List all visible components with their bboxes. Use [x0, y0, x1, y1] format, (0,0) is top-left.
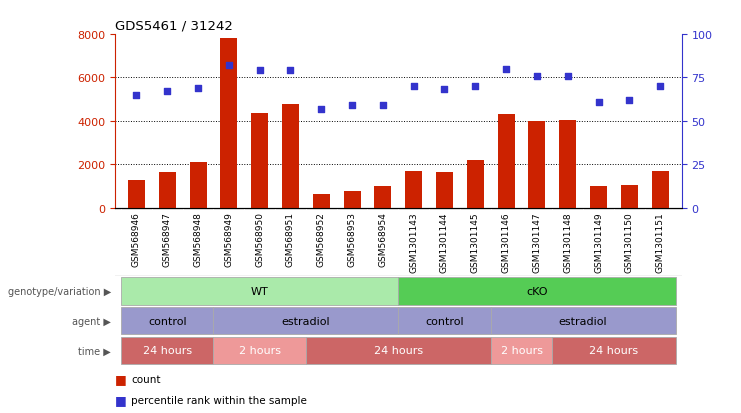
Bar	[159, 172, 176, 208]
Text: GSM568954: GSM568954	[379, 211, 388, 266]
Bar	[436, 172, 453, 208]
Bar	[121, 337, 213, 364]
Text: GSM1301144: GSM1301144	[440, 211, 449, 272]
Text: 2 hours: 2 hours	[239, 346, 281, 356]
Bar	[374, 187, 391, 208]
Text: GSM1301143: GSM1301143	[409, 211, 418, 272]
Bar	[405, 171, 422, 208]
Bar	[590, 187, 607, 208]
Point	[623, 97, 635, 104]
Text: GSM1301146: GSM1301146	[502, 211, 511, 272]
Text: GSM568952: GSM568952	[316, 211, 326, 266]
Bar	[498, 115, 514, 208]
Bar	[251, 114, 268, 208]
Point	[500, 66, 512, 73]
Text: GSM568953: GSM568953	[348, 211, 356, 266]
Text: genotype/variation ▶: genotype/variation ▶	[8, 286, 111, 296]
Point	[192, 85, 204, 92]
Text: GSM1301149: GSM1301149	[594, 211, 603, 272]
Point	[285, 68, 296, 74]
Point	[408, 83, 419, 90]
Text: control: control	[148, 316, 187, 326]
Point	[469, 83, 481, 90]
Text: GSM1301147: GSM1301147	[533, 211, 542, 272]
Point	[377, 102, 389, 109]
Bar	[491, 307, 676, 335]
Text: GSM1301148: GSM1301148	[563, 211, 572, 272]
Text: control: control	[425, 316, 464, 326]
Bar	[121, 307, 213, 335]
Point	[531, 73, 543, 80]
Text: GSM568947: GSM568947	[163, 211, 172, 266]
Text: 2 hours: 2 hours	[500, 346, 542, 356]
Bar	[399, 307, 491, 335]
Bar	[313, 194, 330, 208]
Bar	[190, 163, 207, 208]
Text: GDS5461 / 31242: GDS5461 / 31242	[115, 19, 233, 32]
Bar	[213, 337, 306, 364]
Text: cKO: cKO	[526, 286, 548, 296]
Bar	[559, 120, 576, 208]
Bar	[344, 192, 361, 208]
Bar	[467, 161, 484, 208]
Bar	[121, 278, 399, 305]
Text: ■: ■	[115, 372, 127, 385]
Point	[316, 106, 328, 113]
Bar	[306, 337, 491, 364]
Bar	[552, 337, 676, 364]
Text: GSM1301150: GSM1301150	[625, 211, 634, 272]
Text: count: count	[131, 374, 161, 384]
Bar	[213, 307, 399, 335]
Point	[223, 63, 235, 69]
Text: GSM568950: GSM568950	[255, 211, 264, 266]
Bar	[621, 185, 638, 208]
Bar	[220, 39, 237, 208]
Point	[439, 87, 451, 93]
Text: 24 hours: 24 hours	[143, 346, 192, 356]
Text: GSM1301151: GSM1301151	[656, 211, 665, 272]
Text: GSM568951: GSM568951	[286, 211, 295, 266]
Bar	[528, 121, 545, 208]
Point	[346, 102, 358, 109]
Text: WT: WT	[250, 286, 268, 296]
Point	[162, 89, 173, 95]
Text: agent ▶: agent ▶	[73, 316, 111, 326]
Point	[253, 68, 265, 74]
Text: GSM568949: GSM568949	[225, 211, 233, 266]
Text: ■: ■	[115, 393, 127, 406]
Text: 24 hours: 24 hours	[373, 346, 423, 356]
Bar	[128, 181, 145, 208]
Text: estradiol: estradiol	[559, 316, 608, 326]
Text: GSM568946: GSM568946	[132, 211, 141, 266]
Point	[562, 73, 574, 80]
Text: time ▶: time ▶	[79, 346, 111, 356]
Text: percentile rank within the sample: percentile rank within the sample	[131, 395, 307, 405]
Text: GSM1301145: GSM1301145	[471, 211, 480, 272]
Point	[593, 99, 605, 106]
Bar	[491, 337, 552, 364]
Bar	[399, 278, 676, 305]
Bar	[651, 171, 668, 208]
Bar	[282, 105, 299, 208]
Text: GSM568948: GSM568948	[193, 211, 202, 266]
Point	[130, 92, 142, 99]
Point	[654, 83, 666, 90]
Text: estradiol: estradiol	[282, 316, 330, 326]
Text: 24 hours: 24 hours	[589, 346, 639, 356]
